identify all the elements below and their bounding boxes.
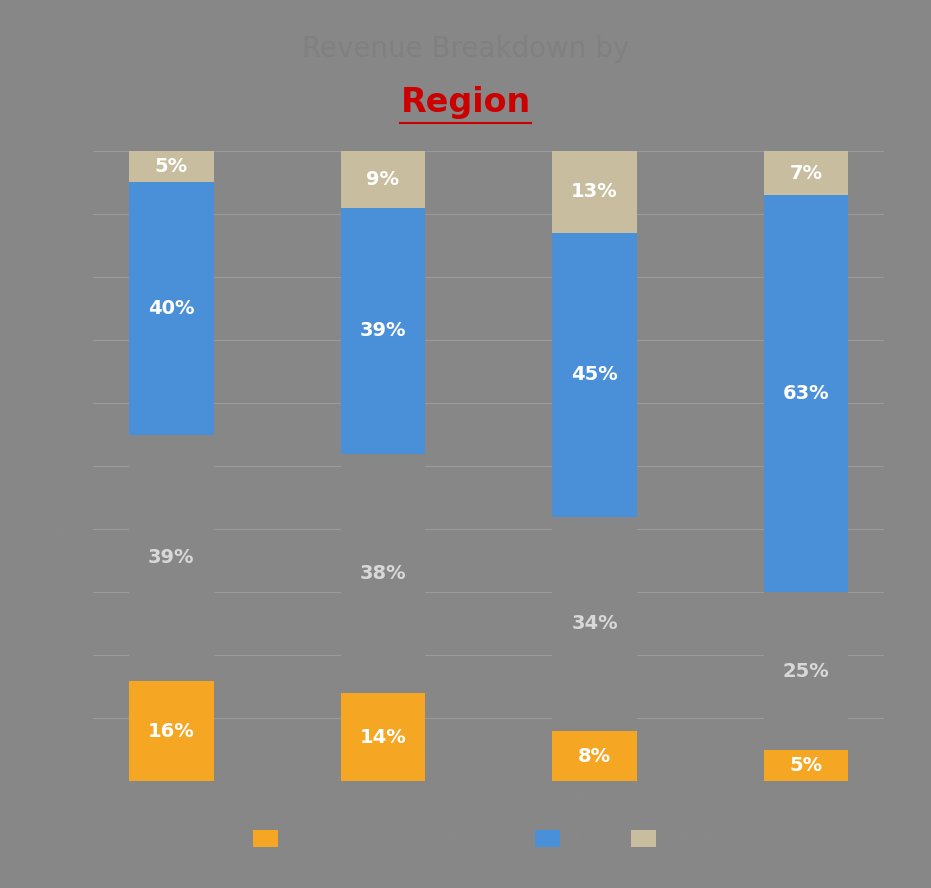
Text: 13%: 13% [572,182,618,202]
Text: 25%: 25% [783,662,830,680]
Bar [552,731,637,781]
Text: 14%: 14% [359,728,406,747]
Bar [341,694,425,781]
Text: 5%: 5% [789,757,823,775]
Text: 45%: 45% [572,365,618,385]
Bar [763,749,848,781]
Text: Revenue Breakdown by: Revenue Breakdown by [302,35,629,63]
Text: 34%: 34% [572,614,618,633]
Bar [341,454,425,694]
Bar [763,195,848,592]
Legend: Japan, Asia Pacific, NA, Others: Japan, Asia Pacific, NA, Others [246,823,732,855]
Text: 8%: 8% [578,747,611,765]
Text: 39%: 39% [359,321,406,340]
Bar [129,183,214,435]
Bar [552,151,637,233]
Bar [552,233,637,517]
Bar [763,592,848,749]
Text: 5%: 5% [155,157,188,176]
Bar [341,208,425,454]
Text: 39%: 39% [148,548,195,567]
Bar [129,680,214,781]
Bar [129,435,214,680]
Text: Region: Region [400,85,531,119]
Bar [129,151,214,183]
Bar [341,151,425,208]
Text: 16%: 16% [148,722,195,741]
Bar [763,151,848,195]
Text: 9%: 9% [367,170,399,189]
Text: 63%: 63% [783,385,830,403]
Text: 40%: 40% [148,299,195,318]
Text: 38%: 38% [359,564,406,583]
Bar [552,517,637,731]
Text: 7%: 7% [789,163,823,183]
